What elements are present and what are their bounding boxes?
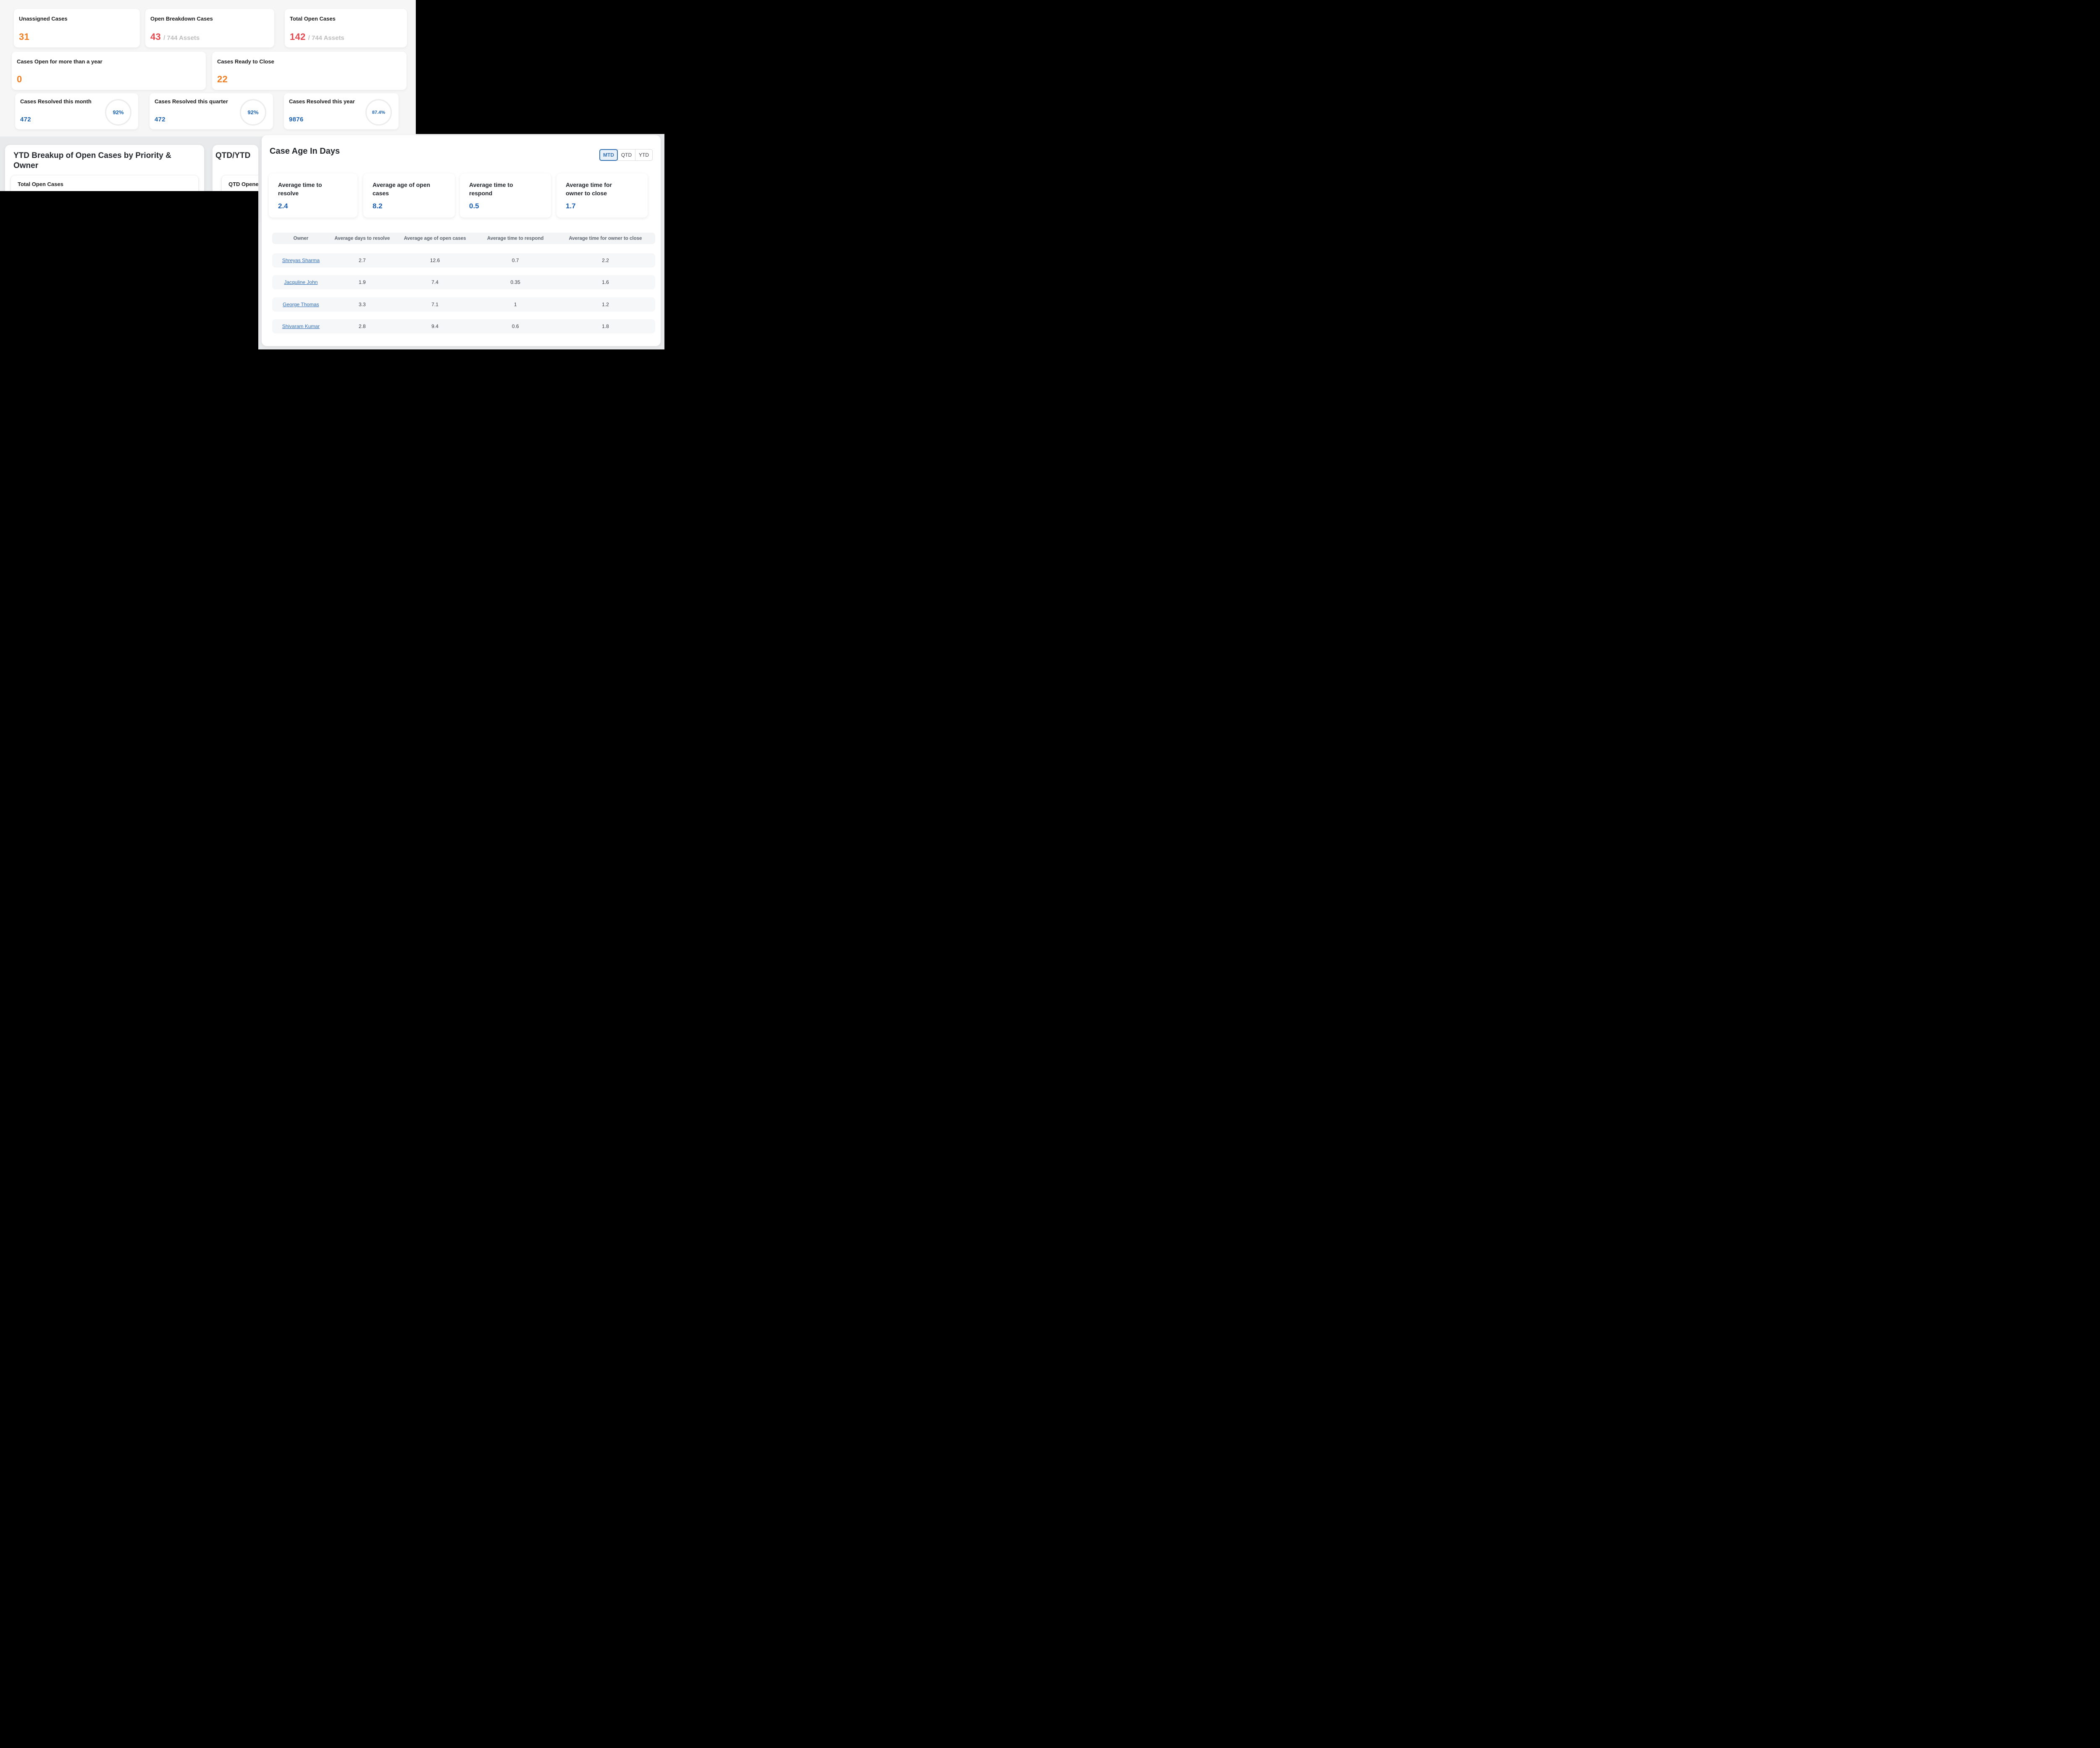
panel-title: QTD/YTD: [215, 151, 251, 160]
stat-value: 0.5: [469, 202, 479, 210]
kpi-card-total-open-cases: Total Open Cases 142/ 744 Assets: [285, 9, 407, 47]
kpi-suffix: / 744 Assets: [163, 34, 200, 42]
percent-value: 92%: [113, 109, 124, 115]
column-header-avg-age-open: Average age of open cases: [404, 236, 466, 241]
cell-avg-age-open: 7.1: [431, 302, 438, 307]
cell-avg-days-resolve: 1.9: [358, 279, 366, 285]
table-row: Shivaram Kumar 2.8 9.4 0.6 1.8: [272, 319, 655, 333]
cell-avg-days-resolve: 2.8: [358, 323, 366, 329]
stat-value: 1.7: [566, 202, 576, 210]
kpi-value: 43: [150, 31, 161, 42]
percent-ring: 92%: [240, 99, 266, 126]
kpi-section: Unassigned Cases 31 Open Breakdown Cases…: [0, 0, 416, 136]
kpi-card-unassigned-cases: Unassigned Cases 31: [14, 9, 140, 47]
percent-value: 87.4%: [372, 110, 386, 115]
owner-link[interactable]: Shreyas Sharma: [282, 257, 320, 263]
column-header-avg-time-owner-close: Average time for owner to close: [569, 236, 642, 241]
masked-region-bottom-left: [0, 191, 258, 349]
column-header-avg-time-respond: Average time to respond: [487, 236, 544, 241]
table-row: Shreyas Sharma 2.7 12.6 0.7 2.2: [272, 253, 655, 268]
stat-card-avg-time-owner-close: Average time for owner to close 1.7: [556, 173, 648, 218]
cell-avg-time-respond: 0.7: [512, 257, 519, 263]
inner-card-title: Total Open Cases: [18, 181, 63, 187]
stat-label: Average time to respond: [469, 181, 513, 197]
cell-avg-time-respond: 0.35: [510, 279, 520, 285]
kpi-title: Unassigned Cases: [19, 16, 68, 22]
kpi-title: Cases Resolved this quarter: [155, 98, 228, 105]
cell-avg-days-resolve: 2.7: [358, 257, 366, 263]
stat-label: Average time for owner to close: [566, 181, 612, 197]
percent-ring: 87.4%: [365, 99, 392, 126]
kpi-title: Total Open Cases: [290, 16, 336, 22]
table-header-row: Owner Average days to resolve Average ag…: [272, 233, 655, 244]
kpi-value: 472: [20, 116, 31, 123]
cell-avg-age-open: 12.6: [430, 257, 440, 263]
kpi-value: 31: [19, 31, 30, 42]
owner-link[interactable]: Jacquline John: [284, 279, 318, 285]
kpi-card-resolved-this-month: Cases Resolved this month 472 92%: [15, 93, 138, 129]
table-row: Jacquline John 1.9 7.4 0.35 1.6: [272, 275, 655, 289]
period-tab-group: MTD QTD YTD: [599, 149, 653, 161]
kpi-title: Cases Ready to Close: [217, 58, 274, 65]
kpi-title: Cases Open for more than a year: [17, 58, 102, 65]
stat-card-avg-age-open-cases: Average age of open cases 8.2: [363, 173, 455, 218]
cell-avg-time-owner-close: 1.8: [602, 323, 609, 329]
percent-ring: 92%: [105, 99, 131, 126]
kpi-value: 472: [155, 116, 165, 123]
stat-value: 2.4: [278, 202, 288, 210]
kpi-card-cases-open-more-than-year: Cases Open for more than a year 0: [12, 52, 206, 90]
kpi-card-open-breakdown-cases: Open Breakdown Cases 43/ 744 Assets: [145, 9, 274, 47]
stat-label: Average age of open cases: [373, 181, 430, 197]
kpi-title: Cases Resolved this month: [20, 98, 92, 105]
kpi-card-cases-ready-to-close: Cases Ready to Close 22: [212, 52, 407, 90]
tab-qtd[interactable]: QTD: [617, 149, 635, 161]
kpi-title: Cases Resolved this year: [289, 98, 355, 105]
case-age-panel: Case Age In Days MTD QTD YTD Average tim…: [262, 135, 661, 346]
cell-avg-age-open: 9.4: [431, 323, 438, 329]
tab-mtd[interactable]: MTD: [599, 149, 618, 161]
column-header-owner: Owner: [293, 236, 309, 241]
kpi-suffix: / 744 Assets: [308, 34, 344, 42]
kpi-value: 142: [290, 31, 306, 42]
cell-avg-time-owner-close: 2.2: [602, 257, 609, 263]
cell-avg-time-owner-close: 1.2: [602, 302, 609, 307]
cell-avg-age-open: 7.4: [431, 279, 438, 285]
kpi-value: 0: [17, 74, 22, 84]
tab-ytd[interactable]: YTD: [635, 149, 653, 161]
table-row: George Thomas 3.3 7.1 1 1.2: [272, 297, 655, 312]
column-header-avg-days-resolve: Average days to resolve: [334, 236, 390, 241]
cell-avg-time-respond: 0.6: [512, 323, 519, 329]
panel-title: Case Age In Days: [270, 147, 340, 156]
kpi-card-resolved-this-quarter: Cases Resolved this quarter 472 92%: [150, 93, 273, 129]
kpi-card-resolved-this-year: Cases Resolved this year 9876 87.4%: [284, 93, 399, 129]
stat-label: Average time to resolve: [278, 181, 322, 197]
owner-link[interactable]: George Thomas: [283, 302, 319, 307]
cell-avg-time-owner-close: 1.6: [602, 279, 609, 285]
kpi-value: 9876: [289, 116, 304, 123]
cell-avg-days-resolve: 3.3: [358, 302, 366, 307]
kpi-value: 22: [217, 74, 228, 84]
stat-value: 8.2: [373, 202, 383, 210]
percent-value: 92%: [247, 109, 259, 115]
masked-region-top-right: [416, 0, 664, 134]
kpi-title: Open Breakdown Cases: [150, 16, 213, 22]
dashboard-page: Unassigned Cases 31 Open Breakdown Cases…: [0, 0, 664, 349]
inner-card-title: QTD Opene: [228, 181, 258, 187]
stat-card-avg-time-to-respond: Average time to respond 0.5: [460, 173, 551, 218]
cell-avg-time-respond: 1: [514, 302, 517, 307]
ytd-breakup-panel: YTD Breakup of Open Cases by Priority & …: [5, 145, 204, 225]
panel-title: YTD Breakup of Open Cases by Priority & …: [13, 151, 171, 171]
stat-card-avg-time-to-resolve: Average time to resolve 2.4: [269, 173, 357, 218]
owner-link[interactable]: Shivaram Kumar: [282, 323, 320, 329]
